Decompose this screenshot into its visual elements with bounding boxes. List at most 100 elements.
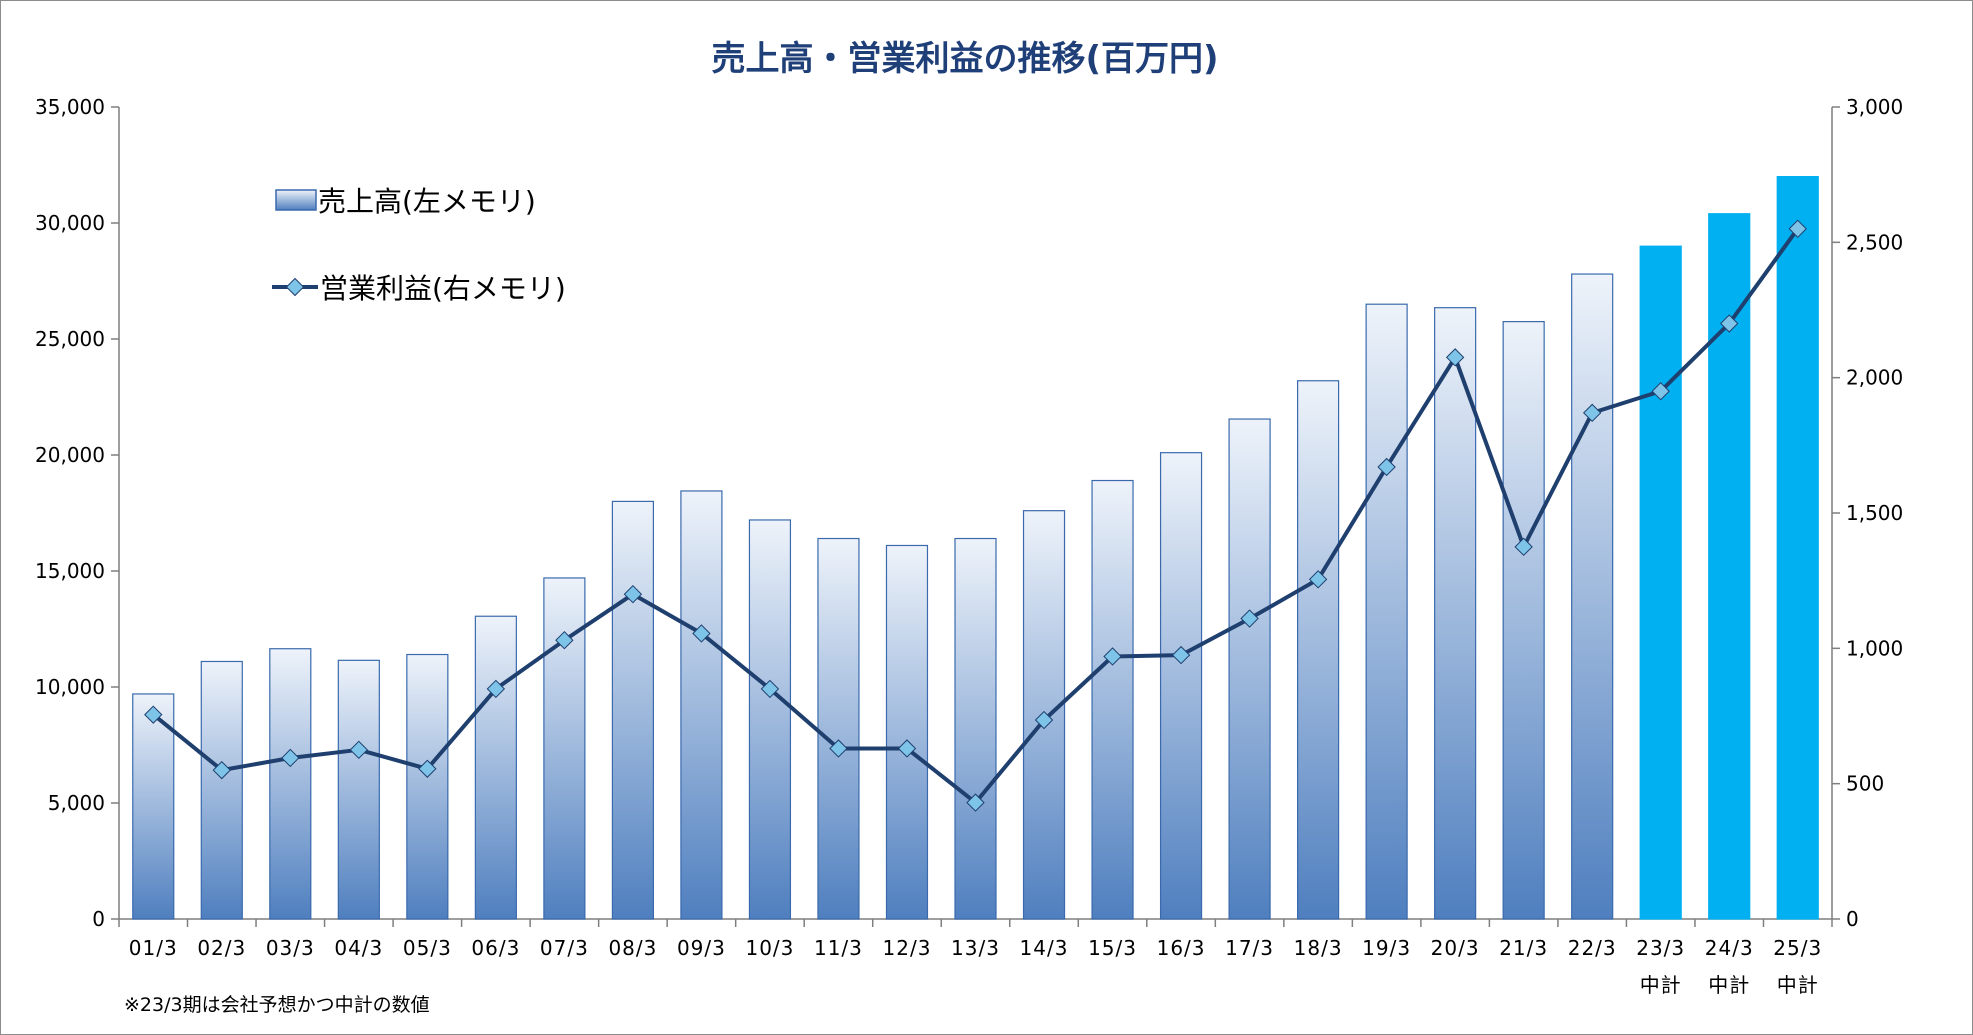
line-series <box>144 219 1807 812</box>
sales-bar <box>337 659 380 920</box>
sales-bar <box>1091 479 1134 920</box>
sales-bar <box>132 693 175 920</box>
legend-label-sales: 売上高(左メモリ) <box>318 185 536 218</box>
operating-profit-point <box>555 631 574 650</box>
x-tick-sublabel: 中計 <box>1708 973 1750 997</box>
y-left-tick-label: 5,000 <box>48 791 105 815</box>
legend-marker-swatch <box>285 277 305 297</box>
sales-bar <box>1639 245 1682 920</box>
operating-profit-point <box>1651 382 1670 401</box>
sales-bar <box>748 519 792 920</box>
operating-profit-point <box>486 679 506 699</box>
legend-bar-swatch <box>275 189 317 211</box>
x-axis-labels: 01/3 02/3 03/3 04/3 05/3 06/3 07/3 08/3 09/3 10/3… <box>129 936 1822 997</box>
sales-bar <box>680 490 723 920</box>
operating-profit-point <box>897 739 917 758</box>
x-tick-label: 14/3 <box>1020 936 1069 960</box>
operating-profit-point <box>1171 645 1191 665</box>
operating-profit-point <box>760 679 780 699</box>
operating-profit-point <box>1377 457 1396 477</box>
operating-profit-point <box>349 740 369 760</box>
axes: 0 5,000 10,000 15,000 20,000 25,000 30,000 35,0… <box>35 95 1903 931</box>
operating-profit-point <box>1582 403 1602 423</box>
x-tick-label: 18/3 <box>1294 936 1343 960</box>
x-tick-sublabel: 中計 <box>1640 973 1682 997</box>
y-left-tick-label: 25,000 <box>35 327 105 351</box>
y-right-tick-label: 2,000 <box>1846 366 1903 390</box>
sales-bar <box>1228 418 1271 920</box>
bar-series <box>132 176 1819 920</box>
sales-bar <box>1502 321 1545 920</box>
x-tick-label: 22/3 <box>1568 936 1617 960</box>
x-tick-label: 16/3 <box>1157 936 1206 960</box>
x-tick-label: 02/3 <box>197 936 246 960</box>
x-tick-label: 17/3 <box>1225 936 1274 960</box>
x-tick-label: 07/3 <box>540 936 589 960</box>
y-left-tick-label: 20,000 <box>35 443 105 467</box>
operating-profit-point <box>1308 570 1328 589</box>
operating-profit-point <box>623 585 643 604</box>
x-tick-label: 03/3 <box>266 936 315 960</box>
operating-profit-point <box>1445 348 1465 367</box>
x-tick-label: 01/3 <box>129 936 178 960</box>
x-tick-label: 08/3 <box>608 936 657 960</box>
y-left-tick-label: 0 <box>92 907 105 931</box>
sales-bar <box>817 537 860 920</box>
x-tick-label: 04/3 <box>334 936 383 960</box>
y-right-tick-label: 1,000 <box>1846 636 1903 660</box>
y-right-tick-label: 500 <box>1846 772 1884 796</box>
legend-label-operating-profit: 営業利益(右メモリ) <box>320 272 566 305</box>
operating-profit-point <box>966 793 985 812</box>
x-tick-label: 24/3 <box>1705 936 1754 960</box>
x-tick-label: 11/3 <box>814 936 863 960</box>
x-tick-label: 15/3 <box>1088 936 1137 960</box>
sales-bar <box>1365 303 1408 920</box>
operating-profit-point <box>212 760 231 780</box>
x-tick-label: 12/3 <box>883 936 932 960</box>
x-tick-label: 13/3 <box>951 936 1000 960</box>
operating-profit-point <box>144 705 163 724</box>
sales-bar <box>1159 452 1203 920</box>
footnote: ※23/3期は会社予想かつ中計の数値 <box>124 994 430 1016</box>
y-right-tick-label: 2,500 <box>1846 230 1903 254</box>
y-left-tick-label: 10,000 <box>35 675 105 699</box>
operating-profit-point <box>281 748 300 768</box>
y-left-tick-label: 15,000 <box>35 559 105 583</box>
chart-title: 売上高・営業利益の推移(百万円) <box>711 39 1218 79</box>
x-tick-label: 21/3 <box>1499 936 1548 960</box>
sales-bar <box>200 660 243 920</box>
x-tick-label: 09/3 <box>677 936 726 960</box>
y-right-tick-label: 3,000 <box>1846 95 1903 119</box>
y-right-tick-label: 1,500 <box>1846 501 1903 525</box>
y-right-tick-label: 0 <box>1846 907 1859 931</box>
x-tick-label: 25/3 <box>1773 936 1822 960</box>
operating-profit-point <box>1720 314 1739 333</box>
y-left-tick-label: 30,000 <box>35 211 105 235</box>
operating-profit-point <box>1240 609 1259 628</box>
x-tick-label: 05/3 <box>403 936 452 960</box>
operating-profit-point <box>418 759 437 778</box>
x-tick-sublabel: 中計 <box>1777 973 1819 997</box>
sales-bar <box>1434 307 1477 920</box>
x-tick-label: 23/3 <box>1636 936 1685 960</box>
operating-profit-point <box>1103 647 1122 666</box>
operating-profit-point <box>1034 710 1054 730</box>
sales-bar <box>1571 273 1614 920</box>
operating-profit-point <box>1788 219 1807 238</box>
operating-profit-point <box>829 739 848 758</box>
sales-bar <box>1022 510 1066 920</box>
sales-bar <box>406 653 449 920</box>
sales-bar <box>885 544 929 920</box>
y-left-tick-label: 35,000 <box>35 95 105 119</box>
x-tick-label: 20/3 <box>1431 936 1480 960</box>
sales-bar <box>474 615 517 920</box>
operating-profit-point <box>1514 537 1533 557</box>
legend: 売上高(左メモリ) 営業利益(右メモリ) <box>272 185 566 305</box>
sales-bar <box>611 500 655 920</box>
sales-bar <box>269 648 312 920</box>
x-tick-label: 06/3 <box>471 936 520 960</box>
operating-profit-point <box>692 624 711 643</box>
x-tick-label: 19/3 <box>1362 936 1411 960</box>
x-tick-label: 10/3 <box>745 936 794 960</box>
